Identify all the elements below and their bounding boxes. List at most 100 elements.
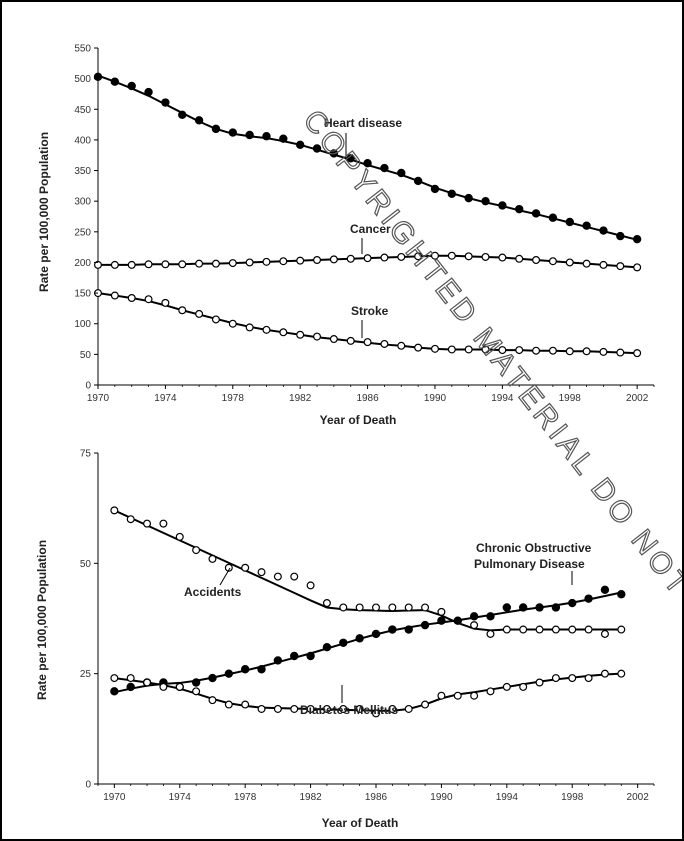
chart-top-point-heart-disease <box>110 77 120 86</box>
chart-top-point-stroke <box>397 341 406 350</box>
chart-top-y-tick-label: 500 <box>74 74 91 85</box>
chart-top-point-heart-disease <box>312 144 322 153</box>
chart-bottom-point-diabetes-mellitus <box>322 704 331 713</box>
chart-top-point-stroke <box>329 335 338 344</box>
chart-top-x-tick-label: 1982 <box>289 393 312 404</box>
chart-top-point-stroke <box>296 330 305 339</box>
chart-bottom-point-chronic-obstructive-pulmonary-disease <box>306 651 315 661</box>
chart-bottom-point-diabetes-mellitus <box>339 704 348 713</box>
chart-bottom-point-chronic-obstructive-pulmonary-disease <box>453 616 462 625</box>
chart-top-point-cancer <box>329 255 338 264</box>
chart-bottom-point-diabetes-mellitus <box>290 704 299 713</box>
chart-top-point-heart-disease <box>346 154 355 163</box>
chart-top-ylabel: Rate per 100,000 Population <box>37 132 51 292</box>
chart-top-point-stroke <box>346 336 355 345</box>
chart-top-point-cancer <box>195 259 204 268</box>
chart-top-point-heart-disease <box>144 87 153 97</box>
chart-top-x-tick-label: 1978 <box>222 393 245 404</box>
chart-bottom-point-diabetes-mellitus <box>600 669 609 678</box>
chart-bottom-point-accidents <box>388 603 397 612</box>
chart-top-point-cancer <box>582 259 591 268</box>
chart-bottom-point-diabetes-mellitus <box>486 687 495 696</box>
chart-top-point-cancer <box>313 256 322 265</box>
chart-top-point-cancer <box>599 260 608 269</box>
chart-top-point-cancer <box>228 259 237 268</box>
chart-bottom-y-tick-label: 0 <box>85 780 91 791</box>
chart-top-point-cancer <box>346 254 355 263</box>
chart-bottom-point-diabetes-mellitus <box>404 704 413 713</box>
chart-top-point-cancer <box>110 260 119 269</box>
chart-bottom-point-accidents <box>126 515 135 524</box>
chart-bottom-point-chronic-obstructive-pulmonary-disease <box>110 687 119 696</box>
chart-top-point-stroke <box>228 319 237 328</box>
chart-top-point-stroke <box>447 345 456 354</box>
chart-bottom-point-accidents <box>290 572 299 581</box>
copyright-watermark: COPYRIGHTED MATERIAL DO NOT <box>296 104 682 603</box>
chart-top-point-cancer <box>144 260 153 269</box>
chart-top-point-cancer <box>430 251 439 260</box>
chart-top-point-heart-disease <box>329 149 339 158</box>
chart-top-point-heart-disease <box>245 130 254 140</box>
chart-top-point-cancer <box>211 259 220 268</box>
chart-top-point-cancer <box>397 252 406 261</box>
chart-top-point-cancer <box>616 262 625 271</box>
chart-bottom-point-accidents <box>617 625 626 634</box>
chart-bottom-point-diabetes-mellitus <box>175 682 184 691</box>
chart-top-point-stroke <box>195 309 204 318</box>
chart-top-point-heart-disease <box>194 116 204 125</box>
chart-bottom-point-diabetes-mellitus <box>437 691 446 700</box>
chart-bottom-point-chronic-obstructive-pulmonary-disease <box>420 620 430 630</box>
chart-bottom-point-diabetes-mellitus <box>421 700 430 709</box>
chart-top-point-heart-disease <box>531 209 541 218</box>
chart-bottom-point-chronic-obstructive-pulmonary-disease <box>224 669 234 678</box>
chart-top-point-cancer <box>414 252 423 261</box>
annotation-accidents-leader <box>219 567 231 586</box>
chart-bottom-point-accidents <box>502 625 511 634</box>
chart-bottom-point-accidents <box>257 568 266 577</box>
chart-bottom-point-chronic-obstructive-pulmonary-disease <box>469 612 479 621</box>
chart-bottom-point-accidents <box>470 621 479 630</box>
chart-bottom-mortality-other: 0 25 50 75 1970 1974 1978 1982 1986 1990 1994 1998 2… <box>35 449 655 830</box>
annotation-stroke: Stroke <box>351 304 389 318</box>
chart-bottom-series-chronic-obstructive-pulmonary-disease-line <box>114 591 622 694</box>
chart-top-point-heart-disease <box>211 124 221 134</box>
chart-bottom-point-chronic-obstructive-pulmonary-disease <box>584 594 593 603</box>
chart-bottom-x-tick-label: 2002 <box>627 792 650 803</box>
chart-bottom-point-chronic-obstructive-pulmonary-disease <box>257 665 266 674</box>
chart-bottom-point-accidents <box>535 625 544 634</box>
chart-top-point-stroke <box>481 345 490 354</box>
chart-bottom-point-diabetes-mellitus <box>241 700 250 709</box>
chart-bottom-point-diabetes-mellitus <box>143 678 152 687</box>
chart-top-point-stroke <box>313 332 322 341</box>
chart-top-point-heart-disease <box>279 134 288 143</box>
chart-top-point-stroke <box>245 323 254 332</box>
chart-bottom-point-chronic-obstructive-pulmonary-disease <box>240 665 250 674</box>
chart-bottom-point-accidents <box>192 546 201 555</box>
chart-bottom-point-diabetes-mellitus <box>224 700 233 709</box>
chart-bottom-point-chronic-obstructive-pulmonary-disease <box>355 634 364 643</box>
chart-bottom-point-chronic-obstructive-pulmonary-disease <box>518 603 528 612</box>
chart-bottom-point-chronic-obstructive-pulmonary-disease <box>322 642 332 652</box>
chart-top-point-cancer <box>262 257 271 266</box>
chart-top-point-cancer <box>447 251 456 260</box>
chart-top-point-heart-disease <box>93 72 103 82</box>
chart-top-y-tick-label: 250 <box>74 227 91 238</box>
chart-top-point-cancer <box>498 253 507 262</box>
chart-bottom-point-chronic-obstructive-pulmonary-disease <box>600 585 610 595</box>
chart-top-point-cancer <box>532 256 541 265</box>
chart-bottom-point-diabetes-mellitus <box>470 691 479 700</box>
chart-bottom-point-chronic-obstructive-pulmonary-disease <box>290 651 299 661</box>
chart-top-point-heart-disease <box>380 163 389 173</box>
chart-bottom-point-diabetes-mellitus <box>388 704 397 713</box>
chart-top-y-tick-label: 0 <box>85 381 91 392</box>
chart-bottom-point-diabetes-mellitus <box>273 704 282 713</box>
chart-bottom-point-accidents <box>600 629 609 638</box>
chart-top-point-stroke <box>565 347 574 356</box>
chart-bottom-point-chronic-obstructive-pulmonary-disease <box>551 603 561 612</box>
chart-top-point-heart-disease <box>413 176 423 186</box>
chart-bottom-x-tick-label: 1978 <box>234 792 257 803</box>
chart-bottom-point-accidents <box>143 519 152 528</box>
chart-bottom-point-diabetes-mellitus <box>584 674 593 683</box>
chart-top-point-heart-disease <box>295 140 305 150</box>
chart-top-point-heart-disease <box>565 217 574 227</box>
